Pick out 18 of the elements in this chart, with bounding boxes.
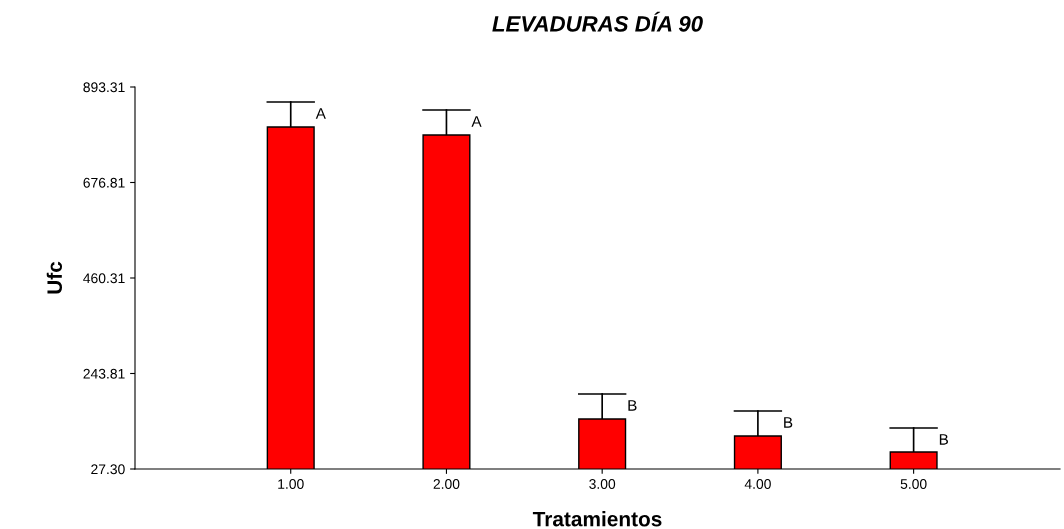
y-tick-label: 243.81 [83, 368, 125, 379]
chart-title: LEVADURAS DÍA 90 [492, 11, 703, 32]
x-tick-label: 2.00 [433, 479, 460, 489]
x-tick-label: 5.00 [900, 479, 927, 489]
annotation: A [315, 108, 326, 119]
x-tick-label: 3.00 [589, 479, 616, 489]
annotation: B [628, 400, 637, 411]
y-tick-label: 460.31 [83, 273, 125, 284]
annotation: A [471, 116, 482, 127]
y-tick-label: 893.31 [83, 82, 125, 93]
y-tick-label: 27.30 [91, 464, 125, 475]
annotation: B [784, 417, 793, 428]
annotation: B [939, 434, 948, 445]
x-tick-label: 4.00 [744, 479, 771, 489]
x-axis-title: Tratamientos [532, 511, 662, 527]
y-tick-label: 676.81 [83, 177, 125, 188]
y-axis-title: Ufc [46, 261, 63, 294]
x-tick-label: 1.00 [278, 479, 304, 489]
